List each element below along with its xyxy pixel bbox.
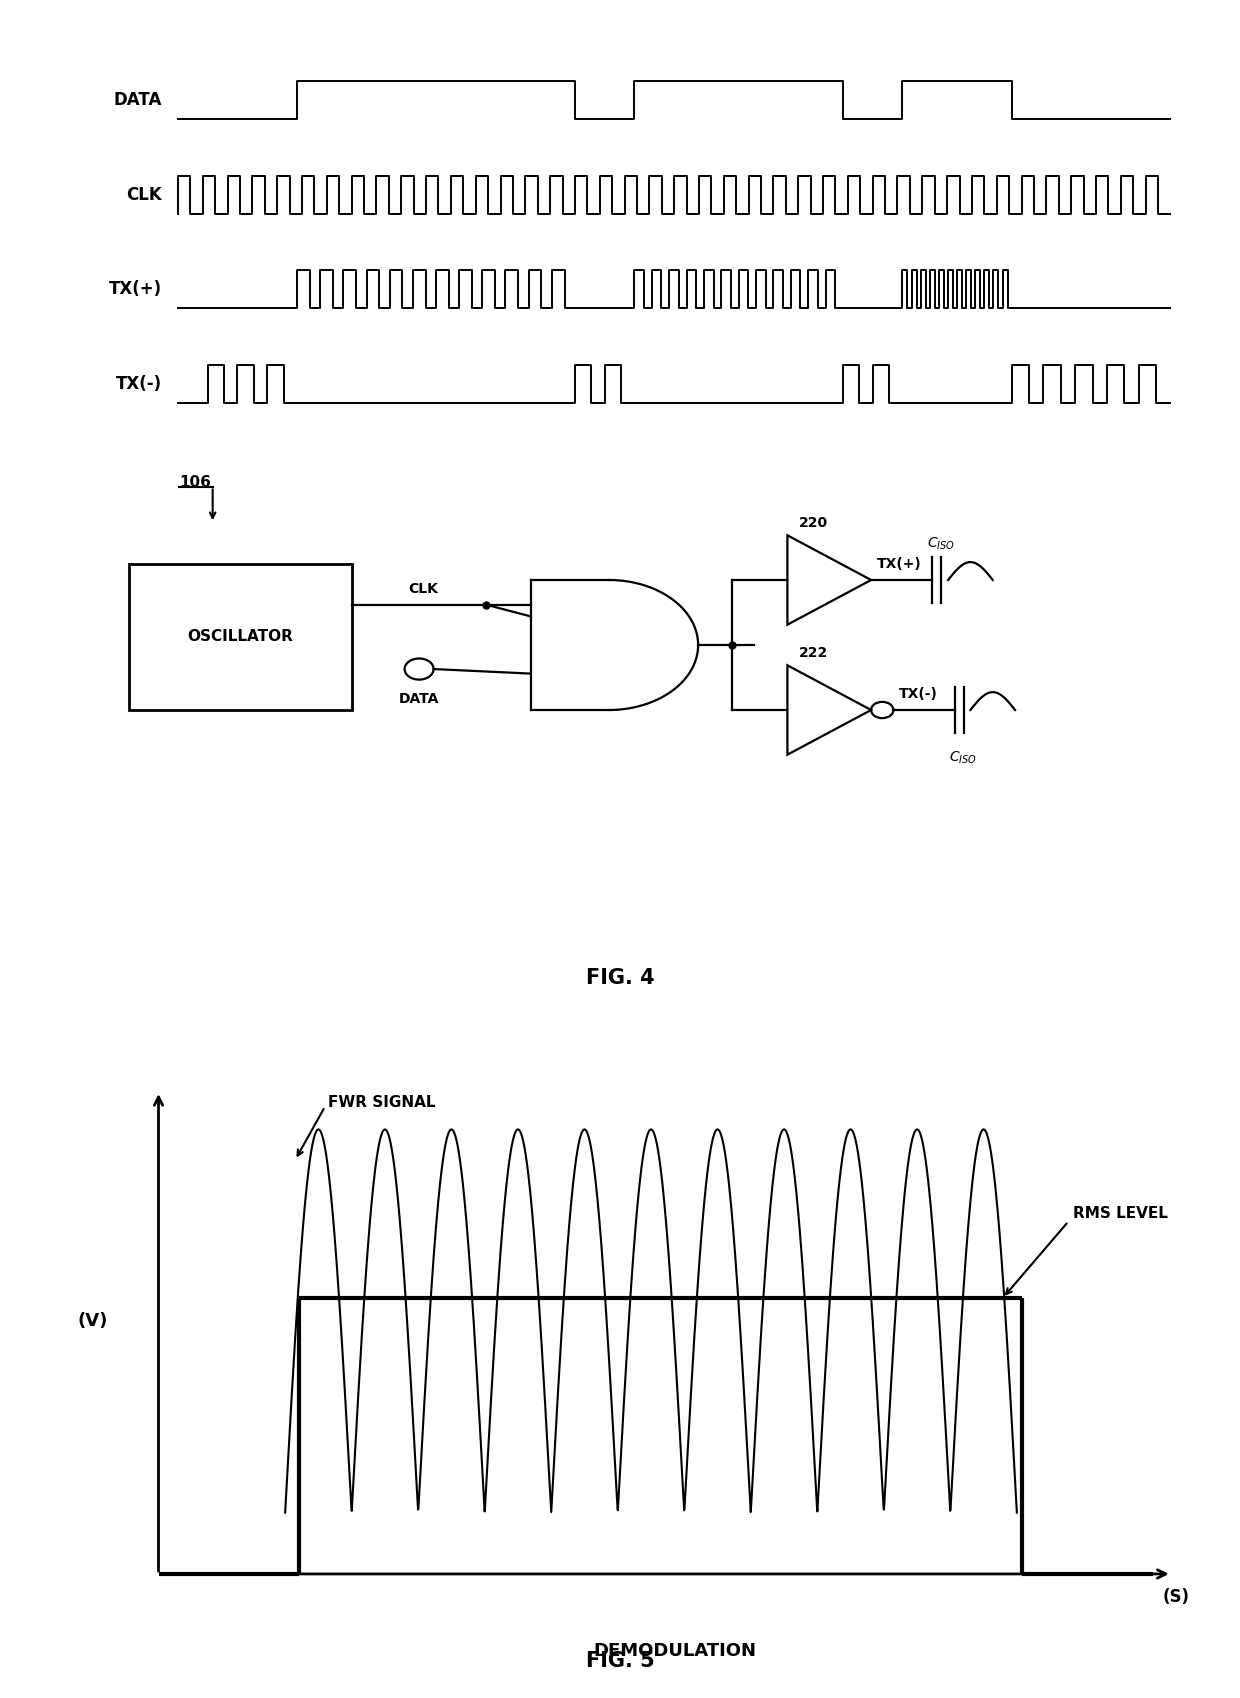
Text: $C_{ISO}$: $C_{ISO}$ [950, 749, 977, 766]
Text: TX(-): TX(-) [115, 375, 161, 392]
Text: 106: 106 [180, 475, 211, 491]
Text: TX(+): TX(+) [877, 557, 921, 571]
Text: (S): (S) [1163, 1588, 1190, 1606]
Bar [129, 564, 352, 710]
Text: DATA: DATA [399, 693, 439, 706]
Text: (V): (V) [78, 1313, 108, 1330]
Text: CLK: CLK [408, 581, 438, 596]
Text: 220: 220 [799, 516, 827, 530]
Text: FIG. 4: FIG. 4 [585, 968, 655, 988]
Text: DATA: DATA [113, 92, 161, 109]
Text: TX(-): TX(-) [899, 686, 937, 701]
Text: CLK: CLK [126, 185, 161, 204]
Text: 222: 222 [799, 647, 828, 661]
Text: FIG. 5: FIG. 5 [585, 1650, 655, 1671]
Text: TX(+): TX(+) [109, 280, 161, 299]
Text: RMS LEVEL: RMS LEVEL [1073, 1206, 1168, 1221]
Text: DEMODULATION: DEMODULATION [593, 1642, 756, 1659]
Text: OSCILLATOR: OSCILLATOR [187, 630, 294, 644]
Text: $C_{ISO}$: $C_{ISO}$ [928, 535, 955, 552]
Text: FWR SIGNAL: FWR SIGNAL [329, 1095, 436, 1110]
